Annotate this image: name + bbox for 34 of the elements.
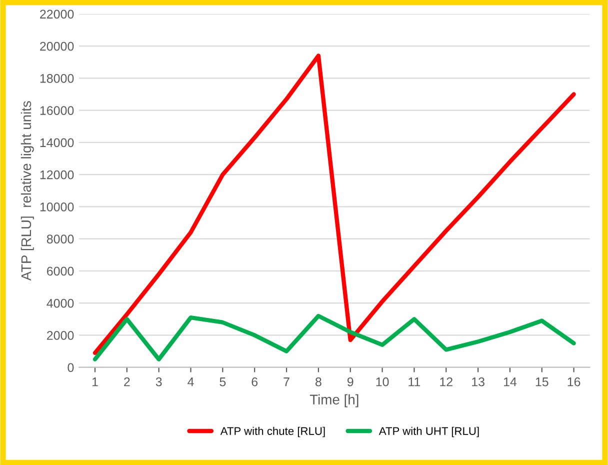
legend-label: ATP with UHT [RLU] [378, 426, 479, 438]
x-tick-label: 7 [284, 378, 290, 386]
line-series [92, 314, 576, 362]
x-tick-label: 5 [220, 378, 226, 386]
y-tick-label: 20000 [40, 42, 74, 51]
y-axis-title: ATP [RLU] relative light units [20, 101, 34, 281]
x-tick-label: 11 [408, 378, 420, 386]
x-tick-label: 8 [316, 377, 322, 386]
x-tick-label: 10 [376, 377, 389, 386]
y-tick-label: 22000 [40, 10, 74, 19]
x-axis-title: Time [h] [310, 394, 358, 408]
y-tick-label: 10000 [40, 202, 74, 212]
x-tick-label: 14 [504, 378, 517, 386]
y-tick-label: 8000 [46, 234, 74, 244]
y-tick-label: 6000 [47, 266, 74, 276]
legend-label: ATP with chute [RLU] [220, 426, 325, 438]
y-tick-label: 0 [68, 363, 74, 372]
x-tick-label: 1 [92, 378, 98, 386]
line-series [92, 54, 576, 355]
x-tick-label: 3 [156, 377, 162, 386]
y-tick-label: 16000 [40, 106, 74, 115]
y-tick-label: 4000 [46, 298, 74, 308]
x-tick-label: 16 [568, 377, 580, 386]
x-tick-label: 2 [124, 377, 130, 386]
x-tick-label: 4 [188, 378, 194, 386]
x-tick-label: 12 [440, 377, 452, 386]
x-tick-label: 9 [347, 377, 354, 386]
x-tick-label: 6 [252, 377, 258, 386]
y-tick-label: 14000 [40, 138, 74, 148]
y-tick-label: 18000 [40, 74, 74, 83]
y-tick-label: 12000 [40, 170, 74, 180]
x-tick-label: 13 [472, 377, 484, 386]
x-tick-label: 15 [536, 378, 548, 386]
y-tick-label: 2000 [47, 331, 74, 340]
